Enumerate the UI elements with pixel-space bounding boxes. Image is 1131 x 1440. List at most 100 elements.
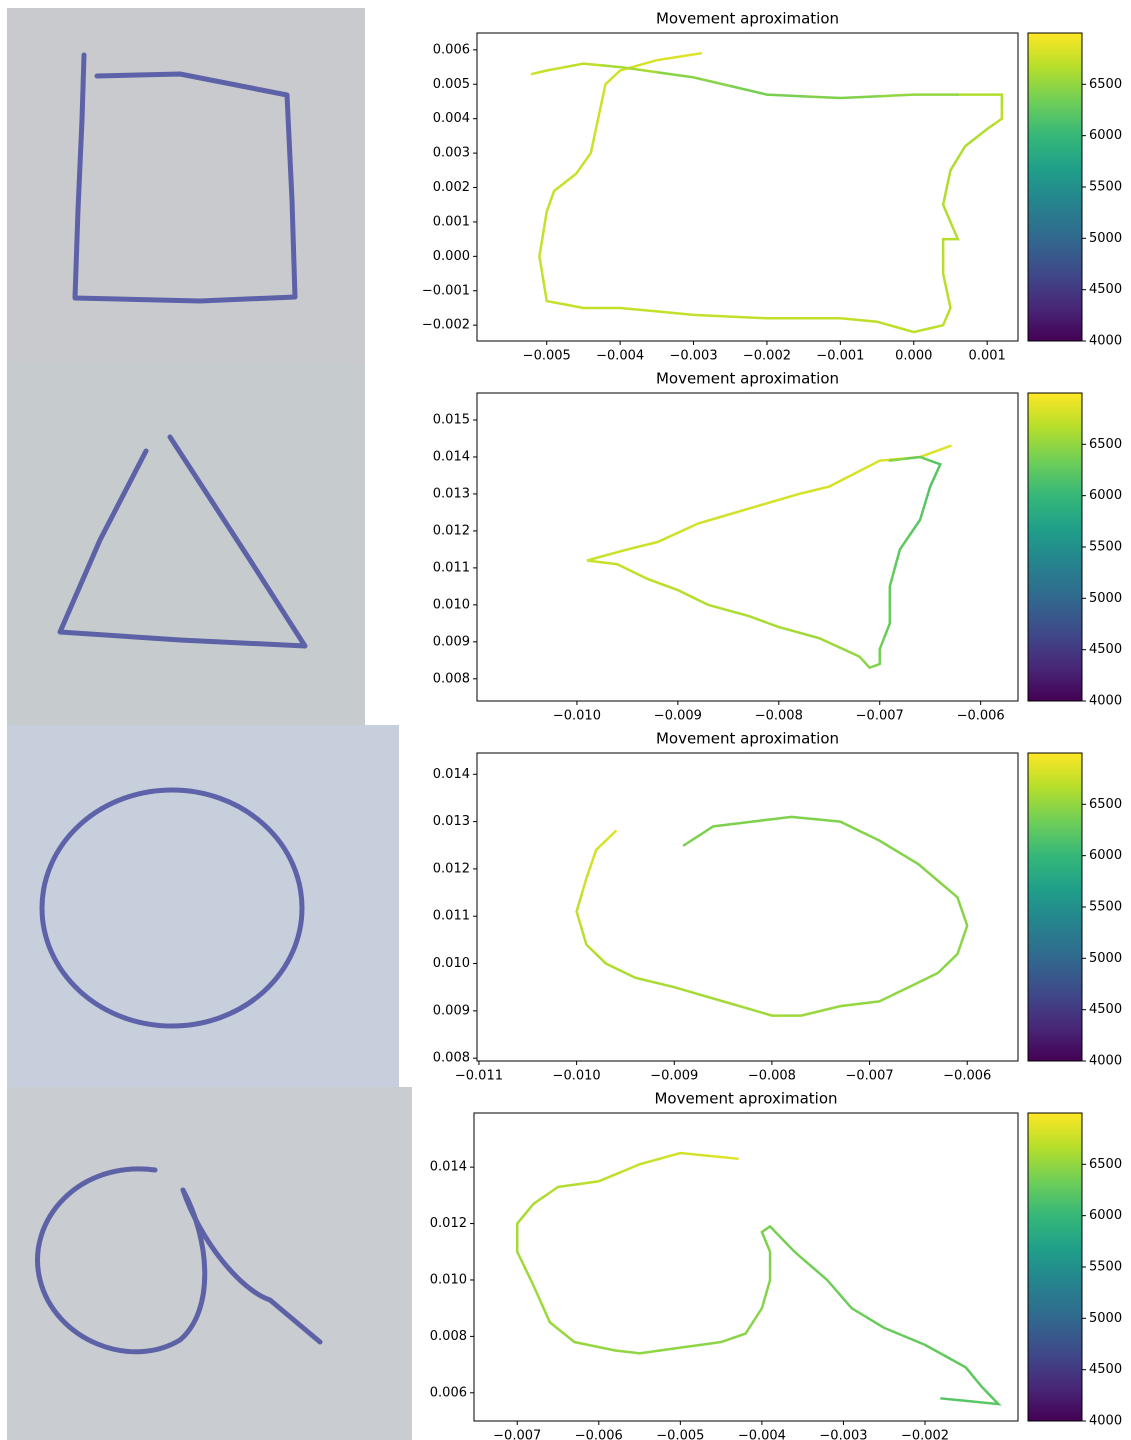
trajectory-segment [940,1397,972,1403]
trajectory-segment [819,1002,862,1013]
trajectory-segment [677,52,703,58]
colorbar-tick-label: 5000 [1089,591,1122,606]
y-tick-label: 0.010 [430,1272,467,1287]
y-tick-label: 0.001 [433,214,470,229]
trajectory-segment [653,981,700,996]
trajectory-segment [908,501,927,536]
colorbar-tick-label: 6500 [1089,1157,1122,1172]
colorbar-tick-label: 4000 [1089,694,1122,709]
trajectory-segment [676,514,725,535]
colorbar-tick-label: 5000 [1089,951,1122,966]
x-tick-label: −0.005 [656,1429,704,1440]
y-tick-label: 0.014 [430,1160,467,1175]
x-tick-label: −0.007 [493,1429,541,1440]
y-tick-label: 0.000 [433,249,470,264]
colorbar-tick-label: 4500 [1089,1002,1122,1017]
trajectory-segment [722,500,775,518]
trajectory-segment [731,817,774,826]
colorbar-tick-label: 6000 [1089,488,1122,503]
trajectory-segment [875,93,960,98]
trajectory-segment [873,655,881,668]
photo-square [7,8,365,365]
x-tick-label: −0.008 [755,709,803,724]
x-tick-label: −0.011 [455,1069,503,1084]
trajectory-segment [949,220,960,241]
trajectory-segment [893,533,912,570]
y-tick-label: 0.008 [433,671,470,686]
trajectory-segment [746,1007,788,1017]
drawn-triangle [57,434,308,649]
trajectory-segment [933,444,952,453]
trajectory-segment [658,1343,702,1352]
trajectory-segment [697,822,735,838]
x-tick-label: −0.010 [553,709,601,724]
colorbar-tick-label: 4500 [1089,1362,1122,1377]
trajectory-segment [549,181,567,203]
trajectory-segment [785,1009,822,1017]
x-tick-label: −0.003 [669,349,717,364]
photo-a [7,1087,412,1440]
y-tick-label: −0.002 [422,318,470,333]
colorbar-tick-label: 4000 [1089,1414,1122,1429]
y-tick-label: 0.011 [433,909,470,924]
y-tick-label: 0.012 [433,523,470,538]
trajectory-segment [956,136,978,160]
y-tick-label: 0.008 [433,1051,470,1066]
x-tick-label: −0.008 [748,1069,796,1084]
x-tick-label: −0.004 [738,1429,786,1440]
trajectory-segment [857,318,897,329]
trajectory-segment [728,84,805,98]
trajectory-segment [961,910,969,942]
trajectory-segment [697,993,749,1010]
trajectory-segment [809,1264,841,1296]
trajectory-segment [923,474,937,505]
trajectory-segment [577,1171,621,1186]
trajectory-segment [941,186,952,224]
trajectory-segment [944,1354,976,1379]
trajectory-segment [752,1292,768,1323]
trajectory-segment [858,829,901,854]
y-tick-label: 0.014 [433,767,470,782]
trajectory-segment [682,834,700,847]
y-tick-label: 0.009 [433,634,470,649]
colorbar-tick-label: 4000 [1089,334,1122,349]
trajectory-segment [593,100,604,138]
colorbar-tick-label: 5000 [1089,231,1122,246]
trajectory-segment [956,93,1004,108]
trajectory-segment [727,609,765,623]
trajectory-segment [699,1336,735,1347]
trajectory-segment [866,1316,906,1338]
y-tick-label: 0.010 [433,956,470,971]
trajectory-segment [582,134,596,165]
trajectory-segment [515,1236,527,1270]
x-tick-label: −0.005 [523,349,571,364]
y-tick-label: 0.012 [430,1216,467,1231]
x-tick-label: −0.004 [596,349,644,364]
trajectory-segment [764,1240,772,1268]
y-tick-label: 0.010 [433,597,470,612]
x-tick-label: −0.003 [819,1429,867,1440]
x-tick-label: −0.002 [901,1429,949,1440]
y-tick-label: 0.005 [433,77,470,92]
x-tick-label: −0.009 [654,709,702,724]
trajectory-segment [760,1227,768,1244]
colorbar-tick-label: 5000 [1089,1311,1122,1326]
trajectory-segment [600,306,659,313]
trajectory-segment [883,603,892,638]
trajectory-segment [530,70,541,76]
trajectory-segment [611,64,640,79]
chart-title: Movement aproximation [654,1090,837,1108]
x-tick-label: −0.001 [816,349,864,364]
x-tick-label: −0.010 [553,1069,601,1084]
trajectory-segment [814,817,862,833]
colorbar-tick-label: 6000 [1089,128,1122,143]
trajectory-segment [897,851,940,882]
trajectory-segment [524,1194,548,1215]
trajectory-segment [728,315,805,320]
trajectory-segment [802,95,879,100]
trajectory-segment [586,553,609,564]
y-tick-label: 0.002 [433,180,470,195]
trajectory-segment [515,1212,527,1239]
colorbar [1027,32,1083,342]
